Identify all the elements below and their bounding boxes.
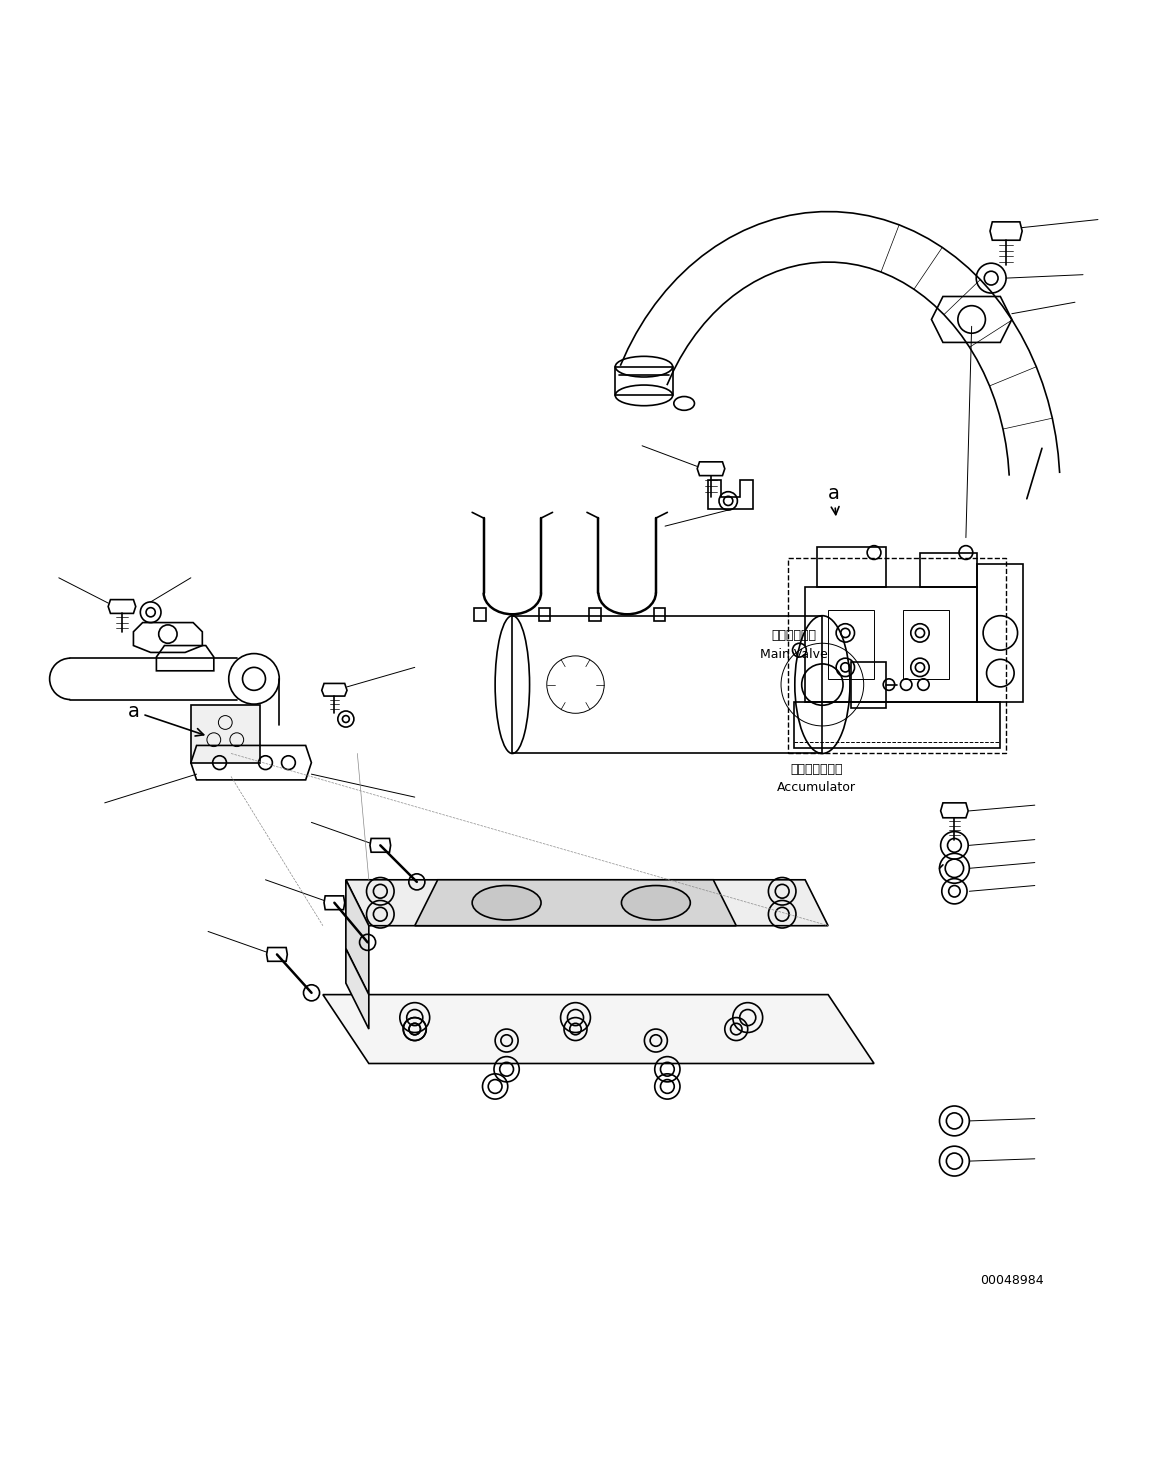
Text: a: a xyxy=(828,484,840,515)
Bar xyxy=(191,705,260,763)
Polygon shape xyxy=(325,896,344,910)
Bar xyxy=(539,607,550,622)
Bar xyxy=(794,702,1000,748)
Polygon shape xyxy=(345,880,828,926)
Bar xyxy=(806,588,977,702)
Ellipse shape xyxy=(622,886,691,920)
Bar xyxy=(977,564,1023,702)
Bar xyxy=(902,610,948,678)
Polygon shape xyxy=(322,684,346,696)
Polygon shape xyxy=(345,880,368,994)
Text: Main Valve: Main Valve xyxy=(760,649,828,660)
Polygon shape xyxy=(990,221,1022,240)
Bar xyxy=(589,607,601,622)
Polygon shape xyxy=(108,600,136,613)
Polygon shape xyxy=(414,880,737,926)
Ellipse shape xyxy=(472,886,541,920)
Bar xyxy=(512,616,822,754)
Text: 00048984: 00048984 xyxy=(980,1275,1044,1288)
Bar xyxy=(654,607,665,622)
Bar xyxy=(474,607,486,622)
Text: アキュムレータ: アキュムレータ xyxy=(791,763,843,776)
Polygon shape xyxy=(323,994,874,1064)
Bar xyxy=(920,552,977,588)
Text: メインバルブ: メインバルブ xyxy=(771,629,816,643)
Polygon shape xyxy=(369,838,390,852)
Bar xyxy=(828,610,874,678)
Polygon shape xyxy=(698,462,725,475)
Text: Accumulator: Accumulator xyxy=(777,781,856,794)
Text: a: a xyxy=(128,702,204,736)
Circle shape xyxy=(793,643,807,657)
Polygon shape xyxy=(345,948,368,1028)
Polygon shape xyxy=(940,803,968,818)
Bar xyxy=(851,662,885,708)
Bar xyxy=(616,367,672,395)
Bar xyxy=(816,546,885,588)
Polygon shape xyxy=(267,947,288,962)
